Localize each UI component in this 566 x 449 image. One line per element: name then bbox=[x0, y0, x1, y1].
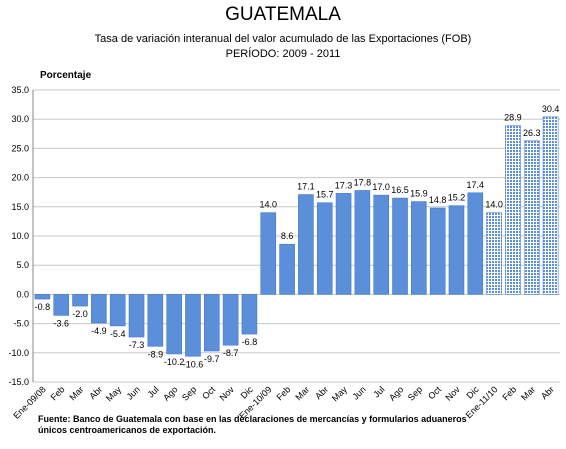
x-tick-label: Jun bbox=[125, 384, 142, 401]
y-tick-label: 0.0 bbox=[16, 289, 29, 299]
bar bbox=[185, 294, 201, 357]
bar bbox=[392, 197, 408, 295]
bar bbox=[279, 243, 295, 295]
value-label: 17.4 bbox=[467, 180, 485, 190]
chart-title: GUATEMALA bbox=[225, 4, 341, 25]
chart-subtitle: Tasa de variación interanual del valor a… bbox=[95, 33, 472, 45]
bar bbox=[222, 294, 239, 346]
value-label: 17.3 bbox=[335, 180, 353, 190]
y-tick-label: -5.0 bbox=[13, 319, 29, 329]
value-label: 16.5 bbox=[391, 185, 409, 195]
x-tick-label: May bbox=[104, 384, 123, 403]
bar bbox=[448, 205, 465, 295]
y-tick-label: 20.0 bbox=[11, 173, 29, 183]
value-label: -5.4 bbox=[110, 329, 126, 339]
x-tick-label: Nov bbox=[444, 384, 463, 403]
x-tick-label: Jul bbox=[146, 384, 161, 399]
value-label: -9.7 bbox=[204, 354, 220, 364]
x-tick-label: Ago bbox=[387, 384, 405, 402]
x-tick-label: Abr bbox=[87, 384, 104, 401]
x-tick-label: Oct bbox=[200, 384, 217, 401]
x-tick-label: Nov bbox=[218, 384, 237, 403]
bar bbox=[109, 294, 126, 327]
bar bbox=[91, 294, 107, 324]
value-label: -6.8 bbox=[242, 337, 258, 347]
bar bbox=[411, 201, 427, 295]
source: únicos centroamericanos de exportación. bbox=[38, 425, 216, 435]
value-label: 26.3 bbox=[523, 128, 541, 138]
bar bbox=[241, 294, 258, 335]
value-label: 14.0 bbox=[260, 200, 278, 210]
value-label: 15.7 bbox=[316, 190, 334, 200]
x-tick-label: Oct bbox=[426, 384, 443, 401]
value-label: -3.6 bbox=[53, 318, 69, 328]
value-label: -4.9 bbox=[91, 326, 107, 336]
y-axis-label: Porcentaje bbox=[40, 70, 92, 81]
x-tick-label: May bbox=[330, 384, 349, 403]
bar bbox=[34, 294, 51, 300]
y-tick-label: 15.0 bbox=[11, 202, 29, 212]
source: Fuente: Banco de Guatemala con base en l… bbox=[38, 414, 467, 424]
x-tick-label: Jul bbox=[371, 384, 386, 399]
bar bbox=[316, 202, 333, 295]
y-tick-label: 10.0 bbox=[11, 231, 29, 241]
bar bbox=[467, 192, 484, 295]
value-label: 17.8 bbox=[354, 177, 372, 187]
y-tick-label: 35.0 bbox=[11, 85, 29, 95]
x-tick-label: Feb bbox=[500, 384, 518, 402]
bar bbox=[354, 190, 371, 295]
bar bbox=[204, 294, 220, 352]
value-label: 8.6 bbox=[281, 231, 294, 241]
y-tick-label: -15.0 bbox=[8, 377, 29, 387]
y-tick-label: -10.0 bbox=[8, 348, 29, 358]
bar bbox=[128, 294, 145, 338]
value-label: 30.4 bbox=[542, 104, 560, 114]
bar bbox=[335, 193, 352, 295]
bar bbox=[429, 207, 446, 295]
bar bbox=[298, 194, 314, 295]
value-label: -8.9 bbox=[148, 349, 164, 359]
x-tick-label: Ago bbox=[161, 384, 179, 402]
value-label: 15.9 bbox=[410, 189, 428, 199]
y-tick-label: 5.0 bbox=[16, 260, 29, 270]
bar bbox=[72, 294, 88, 307]
value-label: 17.0 bbox=[372, 182, 390, 192]
value-label: -0.8 bbox=[35, 302, 51, 312]
value-label: -8.7 bbox=[223, 348, 239, 358]
x-tick-label: Abr bbox=[539, 384, 556, 401]
x-tick-label: Mar bbox=[67, 384, 85, 402]
value-label: 17.1 bbox=[297, 182, 315, 192]
value-label: 15.2 bbox=[448, 193, 466, 203]
value-label: 28.9 bbox=[504, 113, 522, 123]
value-label: -10.6 bbox=[183, 359, 204, 369]
bar bbox=[542, 116, 559, 295]
bar bbox=[147, 294, 164, 347]
bar bbox=[53, 294, 70, 316]
x-tick-label: Feb bbox=[49, 384, 67, 402]
value-label: -10.2 bbox=[164, 357, 185, 367]
value-label: 14.8 bbox=[429, 195, 447, 205]
bar bbox=[260, 212, 277, 295]
chart-subtitle: PERÍODO: 2009 - 2011 bbox=[226, 47, 341, 60]
x-tick-label: Sep bbox=[406, 384, 424, 402]
bar bbox=[486, 212, 502, 295]
value-label: -7.3 bbox=[129, 340, 145, 350]
x-tick-label: Mar bbox=[519, 384, 537, 402]
bar bbox=[166, 294, 182, 355]
x-tick-label: Mar bbox=[293, 384, 311, 402]
value-label: -2.0 bbox=[72, 309, 88, 319]
bar bbox=[505, 125, 521, 295]
x-tick-label: Jun bbox=[350, 384, 367, 401]
y-tick-label: 25.0 bbox=[11, 143, 29, 153]
y-tick-label: 30.0 bbox=[11, 114, 29, 124]
bar bbox=[523, 140, 540, 295]
x-tick-label: Feb bbox=[274, 384, 292, 402]
x-tick-label: Abr bbox=[313, 384, 330, 401]
x-tick-label: Sep bbox=[180, 384, 198, 402]
value-label: 14.0 bbox=[485, 200, 503, 210]
bar bbox=[373, 194, 389, 295]
